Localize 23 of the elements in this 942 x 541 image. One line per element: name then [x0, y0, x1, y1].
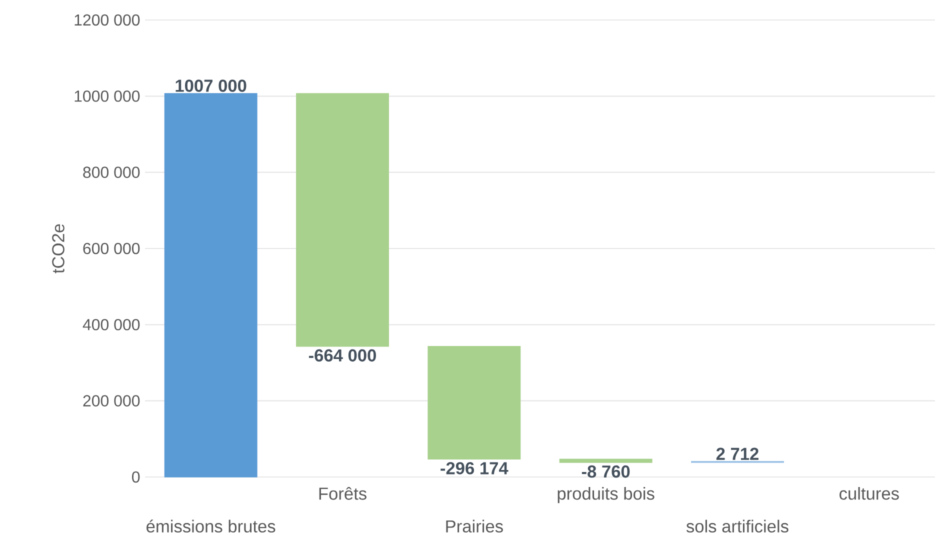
y-tick-label: 1000 000	[74, 90, 140, 102]
bar	[164, 93, 258, 478]
x-tick-label: sols artificiels	[686, 520, 788, 533]
data-label: 2 712	[716, 448, 758, 460]
x-tick-label: cultures	[840, 487, 899, 500]
x-tick-label: Forêts	[319, 487, 366, 500]
data-label: -8 760	[582, 465, 630, 478]
y-tick-label: 0	[132, 471, 140, 483]
data-label: 1007 000	[176, 80, 246, 92]
x-tick-label: produits bois	[558, 487, 654, 504]
y-tick-label: 200 000	[83, 395, 140, 406]
x-tick-label: Prairies	[446, 520, 503, 533]
y-axis-title: tCO2e	[52, 224, 64, 274]
y-tick-label: 800 000	[83, 166, 140, 178]
bar	[296, 93, 389, 347]
bar	[428, 346, 521, 460]
y-tick-label: 600 000	[83, 242, 140, 254]
bar	[559, 458, 652, 463]
data-label: -296 174	[440, 462, 508, 474]
data-label: -664 000	[308, 349, 376, 362]
x-tick-label: émissions brutes	[146, 520, 276, 533]
y-tick-label: 1200 000	[74, 14, 140, 26]
y-tick-label: 400 000	[82, 318, 140, 330]
